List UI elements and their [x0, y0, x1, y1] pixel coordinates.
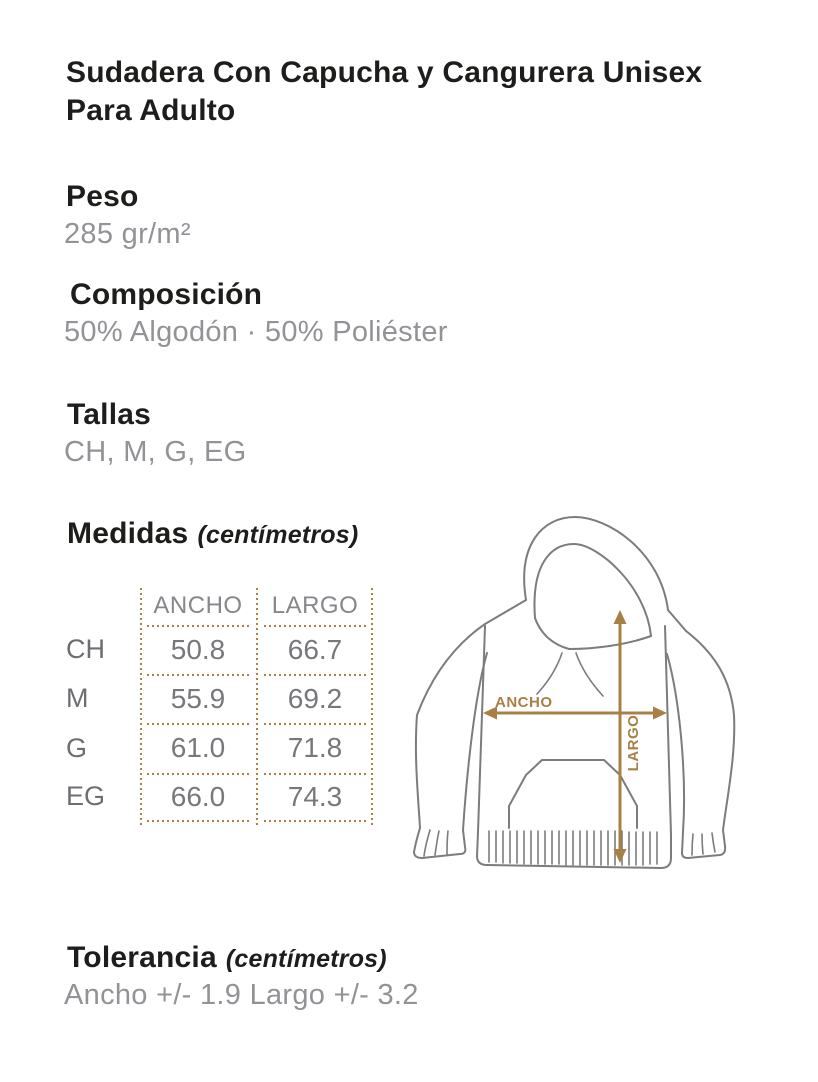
- composicion-heading: Composición: [70, 278, 263, 311]
- size-row-label: EG: [66, 781, 106, 811]
- table-horizontal-rule: [264, 723, 366, 725]
- tallas-value: CH, M, G, EG: [64, 436, 247, 468]
- tolerancia-value: Ancho +/- 1.9 Largo +/- 3.2: [64, 979, 419, 1011]
- size-row-label: M: [66, 683, 89, 713]
- table-cell-largo: 69.2: [287, 683, 343, 714]
- arrowhead-down: [613, 849, 627, 863]
- right-cuff-ribbing: [691, 832, 716, 856]
- table-horizontal-rule: [264, 820, 366, 822]
- table-cell-largo: 74.3: [287, 781, 343, 812]
- composicion-value: 50% Algodón · 50% Poliéster: [64, 316, 448, 348]
- left-cuff: [413, 827, 467, 859]
- column-header-largo: LARGO: [271, 592, 359, 619]
- table-horizontal-rule: [147, 674, 249, 676]
- ancho-label: ANCHO: [495, 694, 553, 711]
- table-vertical-rule: [140, 588, 142, 826]
- page-title: Sudadera Con Capucha y Cangurera Unisex …: [66, 56, 703, 127]
- shoulder-seam: [484, 599, 687, 632]
- largo-label: LARGO: [625, 715, 642, 772]
- kangaroo-pocket: [508, 759, 638, 829]
- body-left-edge: [477, 625, 486, 833]
- size-row-label: CH: [66, 634, 105, 664]
- hem-band: [476, 831, 672, 869]
- neckline: [534, 617, 652, 650]
- table-cell-ancho: 61.0: [170, 732, 226, 763]
- left-cuff-ribbing: [423, 829, 449, 857]
- width-arrow: ANCHO: [483, 694, 667, 720]
- hem-ribbing: [488, 830, 658, 866]
- arrowhead-up: [613, 610, 627, 624]
- table-vertical-rule: [371, 588, 373, 826]
- medidas-heading: Medidas (centímetros): [67, 517, 358, 551]
- table-cell-ancho: 50.8: [170, 634, 226, 665]
- column-header-ancho: ANCHO: [153, 592, 243, 619]
- table-horizontal-rule: [264, 773, 366, 775]
- length-arrow: LARGO: [613, 610, 642, 863]
- drawstring: [536, 652, 604, 697]
- body-right-edge: [664, 625, 672, 836]
- arrowhead-right: [653, 706, 667, 720]
- medidas-heading-text: Medidas: [67, 517, 189, 550]
- left-sleeve: [414, 623, 486, 829]
- size-table: ANCHO LARGO CH M G EG 50.8 66.7 55.9 69.…: [66, 588, 373, 828]
- right-sleeve: [685, 630, 736, 831]
- table-cell-ancho: 55.9: [170, 683, 226, 714]
- table-horizontal-rule: [147, 625, 249, 627]
- right-sleeve-inner: [666, 653, 686, 833]
- hoodie-outline: [413, 516, 736, 869]
- table-cell-ancho: 66.0: [170, 781, 226, 812]
- table-vertical-rule: [256, 588, 258, 826]
- table-cell-largo: 71.8: [287, 732, 343, 763]
- medidas-unit-note: (centímetros): [197, 521, 359, 549]
- right-cuff: [681, 829, 727, 859]
- hood-outer-line: [523, 516, 669, 611]
- table-horizontal-rule: [147, 773, 249, 775]
- table-horizontal-rule: [147, 723, 249, 725]
- hoodie-diagram: ANCHO LARGO: [413, 516, 736, 869]
- table-horizontal-rule: [264, 625, 366, 627]
- size-row-label: G: [66, 733, 88, 763]
- tallas-heading: Tallas: [67, 398, 152, 431]
- hood-inner-line: [533, 543, 652, 637]
- table-horizontal-rule: [264, 674, 366, 676]
- table-cell-largo: 66.7: [287, 634, 343, 665]
- peso-heading: Peso: [66, 180, 139, 213]
- table-horizontal-rule: [147, 820, 249, 822]
- tolerancia-heading-text: Tolerancia: [67, 941, 217, 974]
- arrowhead-left: [483, 706, 497, 720]
- tolerancia-unit-note: (centímetros): [225, 945, 387, 973]
- peso-value: 285 gr/m²: [64, 218, 191, 250]
- tolerancia-heading: Tolerancia (centímetros): [67, 941, 387, 975]
